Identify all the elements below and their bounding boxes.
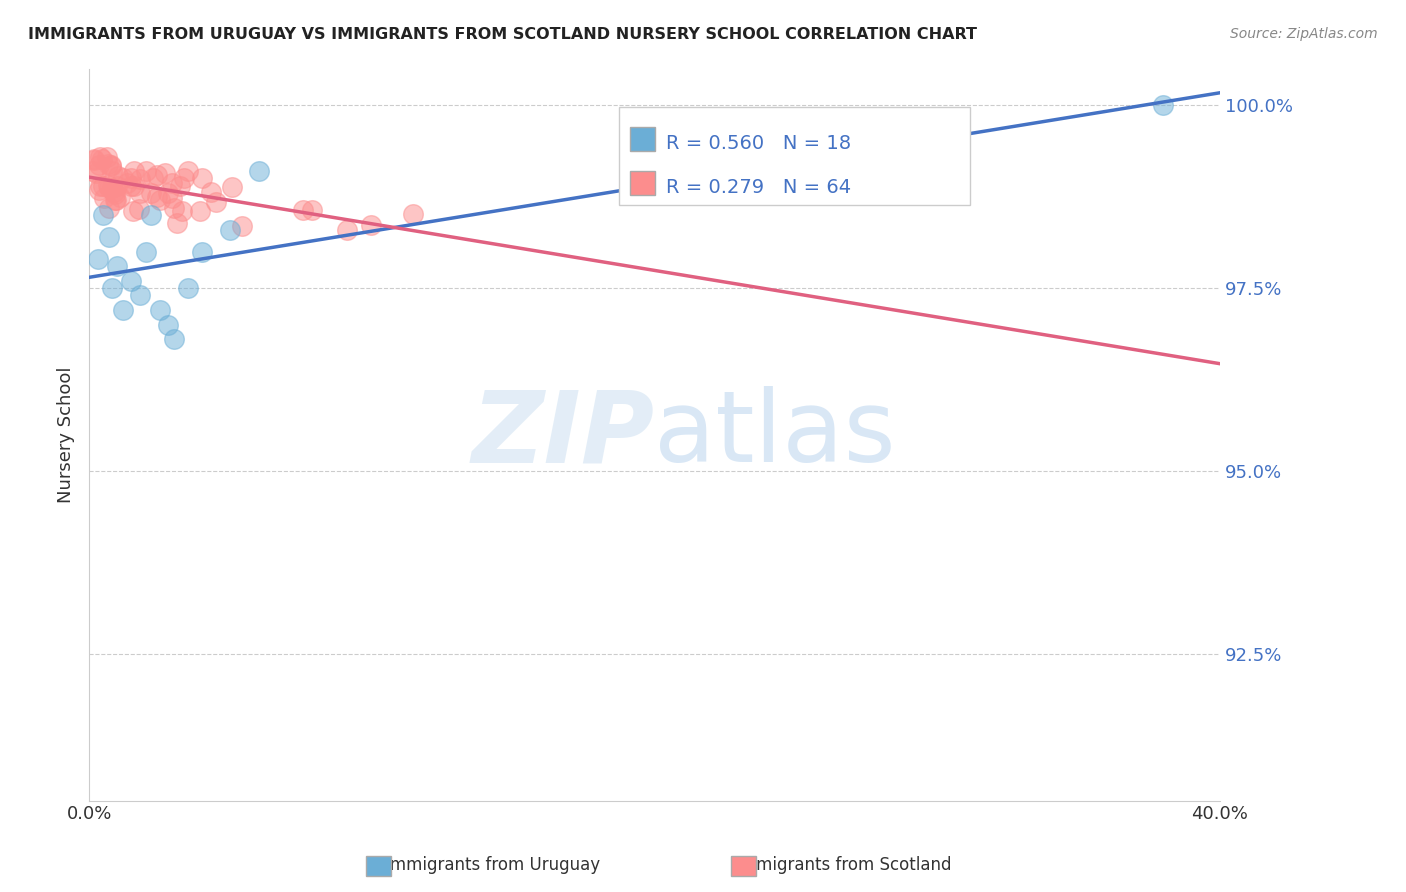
Text: IMMIGRANTS FROM URUGUAY VS IMMIGRANTS FROM SCOTLAND NURSERY SCHOOL CORRELATION C: IMMIGRANTS FROM URUGUAY VS IMMIGRANTS FR…: [28, 27, 977, 42]
Point: [111, 171, 134, 186]
Point: [115, 176, 138, 190]
Point: [89, 151, 111, 165]
Point: [103, 185, 125, 199]
Point: [91, 208, 114, 222]
Point: [107, 169, 129, 184]
Point: [122, 204, 145, 219]
Point: [191, 244, 214, 259]
Point: [142, 170, 165, 185]
Point: [111, 303, 134, 318]
Point: [205, 194, 228, 209]
Text: ZIP: ZIP: [471, 386, 654, 483]
Point: [188, 204, 211, 219]
Point: [157, 318, 180, 332]
Point: [110, 190, 132, 204]
Point: [191, 171, 214, 186]
Point: [96, 150, 118, 164]
Point: [231, 219, 253, 233]
Point: [291, 203, 314, 218]
Point: [104, 187, 127, 202]
Text: R = 0.279   N = 64: R = 0.279 N = 64: [666, 178, 852, 197]
Point: [247, 164, 270, 178]
Text: Immigrants from Uruguay: Immigrants from Uruguay: [384, 856, 600, 874]
Point: [89, 178, 111, 193]
Point: [221, 179, 243, 194]
Point: [97, 178, 120, 192]
Point: [97, 201, 120, 215]
Point: [162, 191, 184, 205]
Point: [86, 252, 108, 266]
Point: [177, 164, 200, 178]
Point: [157, 186, 180, 200]
Point: [149, 194, 172, 208]
Point: [100, 160, 122, 174]
Point: [149, 303, 172, 318]
Point: [82, 164, 104, 178]
Point: [121, 171, 143, 186]
Point: [163, 332, 186, 346]
Point: [141, 186, 163, 200]
Point: [402, 207, 425, 221]
Point: [84, 166, 107, 180]
Point: [83, 153, 105, 168]
Point: [1152, 98, 1174, 112]
Point: [200, 186, 222, 200]
Point: [173, 170, 195, 185]
Point: [135, 164, 157, 178]
Point: [100, 281, 122, 295]
Point: [97, 157, 120, 171]
Y-axis label: Nursery School: Nursery School: [58, 367, 75, 503]
Text: atlas: atlas: [654, 386, 896, 483]
Point: [97, 230, 120, 244]
Point: [87, 158, 110, 172]
Point: [301, 202, 323, 217]
Point: [93, 191, 115, 205]
Point: [166, 216, 188, 230]
Point: [177, 281, 200, 295]
Text: R = 0.560   N = 18: R = 0.560 N = 18: [666, 134, 852, 153]
Point: [153, 166, 176, 180]
Point: [105, 259, 128, 273]
Point: [129, 288, 152, 302]
Point: [103, 194, 125, 208]
Point: [145, 169, 167, 183]
Point: [129, 186, 152, 200]
Point: [105, 178, 128, 193]
Point: [87, 183, 110, 197]
Point: [100, 164, 122, 178]
Text: Immigrants from Scotland: Immigrants from Scotland: [735, 856, 952, 874]
Point: [101, 181, 124, 195]
Point: [91, 179, 114, 194]
Point: [163, 201, 186, 215]
Point: [105, 193, 128, 207]
Text: Source: ZipAtlas.com: Source: ZipAtlas.com: [1230, 27, 1378, 41]
Point: [129, 171, 152, 186]
Point: [146, 189, 169, 203]
Point: [219, 222, 242, 236]
Point: [122, 163, 145, 178]
Point: [169, 178, 191, 193]
Point: [128, 202, 150, 216]
Point: [100, 158, 122, 172]
Point: [141, 208, 163, 222]
Point: [360, 218, 382, 232]
Point: [160, 176, 183, 190]
Point: [135, 244, 157, 259]
Point: [90, 153, 112, 167]
Point: [121, 274, 143, 288]
Point: [336, 223, 359, 237]
Point: [83, 152, 105, 166]
Point: [172, 203, 194, 218]
Point: [98, 181, 121, 195]
Point: [124, 178, 146, 193]
Point: [120, 179, 142, 194]
